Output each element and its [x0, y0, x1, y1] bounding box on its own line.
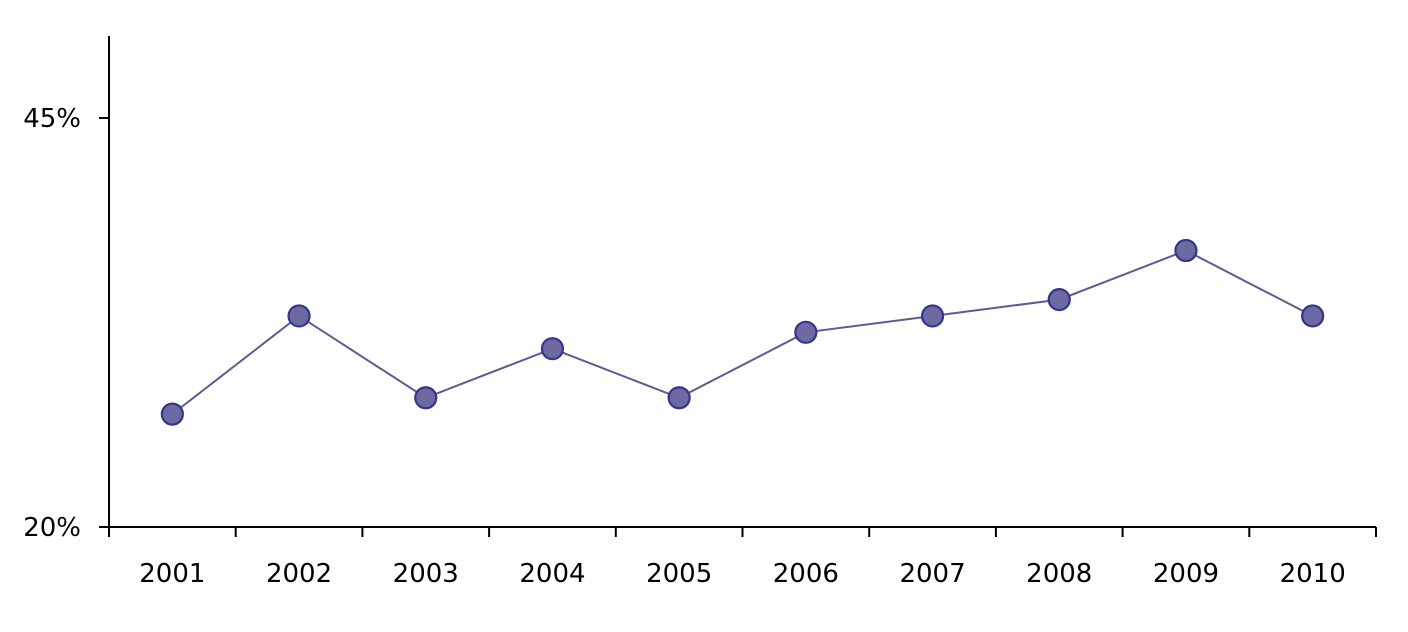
y-tick-label: 20%	[23, 513, 81, 543]
data-point-2010	[1301, 304, 1325, 328]
x-tick-label: 2006	[773, 559, 839, 589]
x-tick-label: 2010	[1280, 559, 1346, 589]
series-layer	[160, 238, 1325, 426]
data-point-2006	[794, 320, 818, 344]
data-point-2008	[1047, 287, 1071, 312]
x-axis-ticks	[108, 527, 1377, 537]
x-tick-label: 2003	[393, 559, 459, 589]
y-axis-ticks	[99, 117, 109, 528]
data-point-2004	[540, 337, 565, 361]
data-point-2003	[414, 386, 438, 410]
data-point-2005	[667, 386, 691, 410]
x-tick-label: 2001	[139, 559, 205, 589]
x-tick-label: 2009	[1153, 559, 1219, 589]
x-tick-label: 2002	[266, 559, 332, 589]
data-point-2001	[160, 402, 184, 426]
y-axis-labels: 20% 45%	[23, 104, 81, 543]
x-axis-labels: 2001 2002 2003 2004 2005 2006 2007 2008 2009 2010	[139, 559, 1345, 589]
chart-axes	[108, 36, 1376, 528]
x-tick-label: 2007	[899, 559, 965, 589]
x-tick-label: 2008	[1026, 559, 1092, 589]
data-point-2009	[1174, 238, 1198, 263]
x-tick-label: 2004	[519, 559, 585, 589]
x-tick-label: 2005	[646, 559, 712, 589]
data-point-2002	[287, 304, 311, 328]
data-point-2007	[920, 304, 945, 328]
y-tick-label: 45%	[23, 104, 81, 134]
series-line	[171, 249, 1314, 415]
